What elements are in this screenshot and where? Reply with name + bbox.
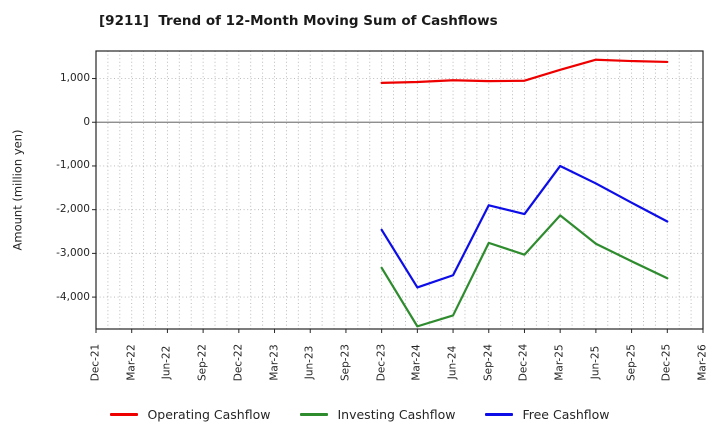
y-tick-label: 1,000: [59, 72, 90, 85]
y-tick-label: -4,000: [56, 290, 90, 303]
y-tick-label: -1,000: [56, 159, 90, 172]
x-tick-label: Sep-23: [339, 344, 352, 381]
x-tick-label: Mar-26: [696, 344, 709, 381]
y-tick-label: -2,000: [56, 203, 90, 216]
legend-line-icon-free-cashflow: [485, 413, 514, 416]
x-tick-label: Dec-25: [660, 343, 673, 382]
x-tick-label: Jun-25: [589, 345, 602, 380]
chart-title: [9211] Trend of 12-Month Moving Sum of C…: [99, 13, 498, 29]
x-tick-label: Sep-24: [482, 344, 495, 381]
x-tick-label: Dec-22: [232, 343, 245, 382]
legend-line-icon-operating-cashflow: [110, 413, 139, 416]
y-tick-label: -3,000: [56, 246, 90, 259]
x-tick-label: Dec-21: [89, 343, 102, 382]
series-line-free-cashflow: [380, 164, 669, 289]
x-tick-label: Mar-22: [125, 344, 138, 381]
y-tick-label: 0: [83, 115, 90, 128]
x-tick-label: Mar-25: [553, 344, 566, 381]
x-tick-label: Mar-23: [268, 344, 281, 381]
x-tick-label: Jun-24: [446, 345, 459, 380]
x-tick-label: Jun-23: [303, 345, 316, 380]
x-tick-label: Sep-25: [625, 344, 638, 381]
plot-border: [95, 50, 704, 330]
legend-label-investing-cashflow: Investing Cashflow: [337, 407, 456, 422]
legend-label-operating-cashflow: Operating Cashflow: [147, 407, 271, 422]
legend-line-icon-investing-cashflow: [300, 413, 329, 416]
x-tick-label: Jun-22: [160, 345, 173, 380]
x-tick-label: Dec-23: [375, 343, 388, 382]
legend-item-investing-cashflow: Investing Cashflow: [300, 407, 455, 422]
x-tick-label: Mar-24: [410, 344, 423, 381]
series-line-operating-cashflow: [380, 58, 669, 85]
legend-item-free-cashflow: Free Cashflow: [485, 407, 610, 422]
x-tick-label: Dec-24: [517, 343, 530, 382]
series-line-investing-cashflow: [380, 214, 669, 328]
x-tick-label: Sep-22: [196, 344, 209, 381]
legend-item-operating-cashflow: Operating Cashflow: [110, 407, 270, 422]
legend-label-free-cashflow: Free Cashflow: [522, 407, 610, 422]
legend: Operating Cashflow Investing Cashflow Free…: [0, 407, 720, 422]
